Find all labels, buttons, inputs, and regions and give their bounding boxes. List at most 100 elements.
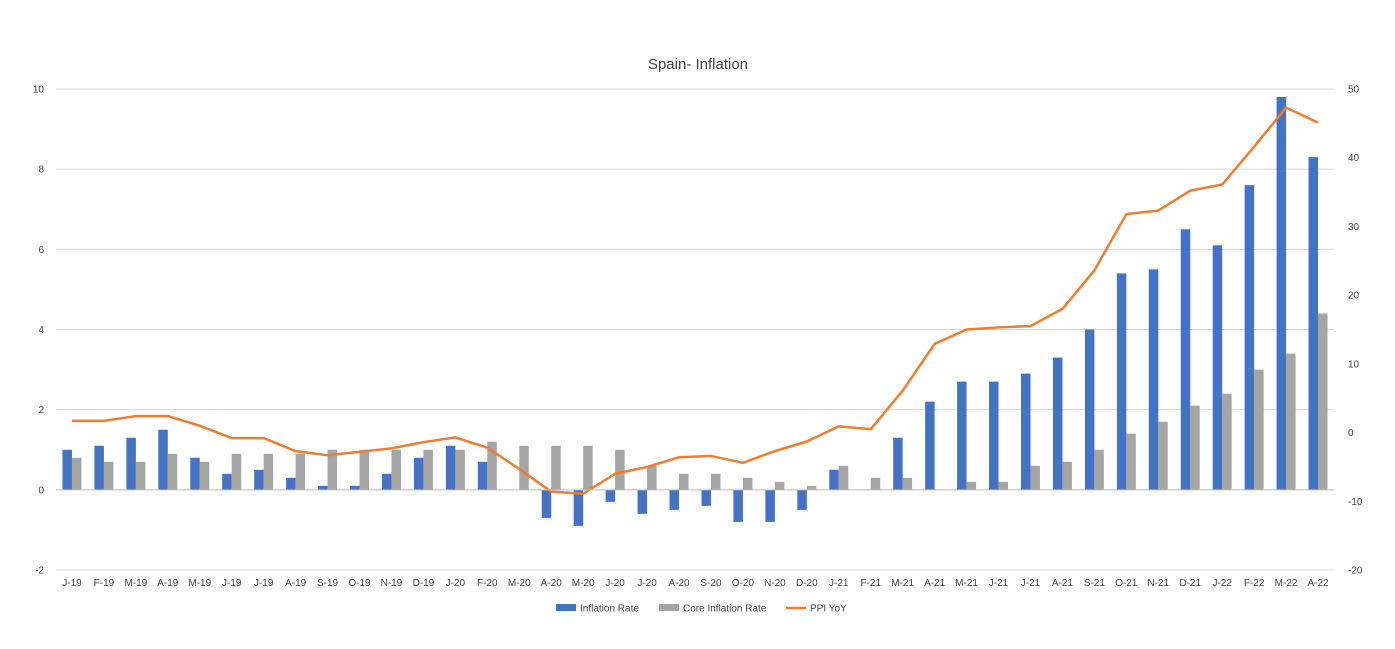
grid-lines: [56, 88, 1334, 571]
x-tick-label: M-20: [572, 578, 595, 589]
core-inflation-rate-bar: [966, 481, 977, 490]
inflation-rate-bar: [222, 473, 232, 490]
inflation-rate-bar: [989, 381, 999, 490]
inflation-rate-bar: [94, 445, 104, 490]
core-inflation-rate-bar: [359, 449, 370, 490]
inflation-rate-bar: [765, 489, 775, 522]
core-inflation-rate-bar: [647, 465, 657, 490]
core-inflation-rate-bar: [199, 461, 210, 490]
core-inflation-rate-bar: [455, 449, 465, 490]
x-tick-label: D-21: [1179, 578, 1201, 589]
x-tick-label: M-21: [891, 578, 914, 589]
legend-core-inflation-rate: Core Inflation Rate: [659, 604, 767, 615]
y-right-tick-label: 20: [1348, 291, 1360, 302]
core-inflation-rate-bar: [1318, 313, 1328, 490]
x-tick-label: M-19: [188, 578, 211, 589]
x-tick-label: F-21: [860, 578, 881, 589]
inflation-rate-bar: [62, 449, 72, 490]
core-inflation-rate-bar: [838, 465, 849, 490]
core-inflation-rate-bar: [167, 453, 178, 490]
core-inflation-rate-bar: [902, 477, 913, 490]
legend-inflation-rate: Inflation Rate: [556, 604, 639, 615]
legend-core-inflation-rate-label: Core Inflation Rate: [683, 604, 767, 615]
core-inflation-rate-bar: [998, 481, 1009, 490]
inflation-rate-bar: [350, 485, 360, 490]
x-tick-label: D-19: [413, 578, 435, 589]
inflation-rate-bar: [381, 473, 392, 490]
x-tick-label: N-20: [764, 578, 786, 589]
y-right-tick-label: 50: [1348, 85, 1360, 96]
x-tick-label: J-19: [62, 578, 82, 589]
core-inflation-rate-bar: [742, 477, 753, 490]
x-tick-label: J-19: [222, 578, 242, 589]
inflation-rate-bar: [573, 489, 584, 526]
core-inflation-rate-bar: [1126, 433, 1136, 490]
inflation-rate-bar: [1212, 245, 1223, 490]
core-inflation-rate-bar: [423, 449, 433, 490]
inflation-rate-bar: [797, 489, 807, 510]
legend-inflation-rate-swatch: [556, 604, 576, 611]
core-inflation-rate-bar: [391, 449, 401, 490]
core-inflation-rate-bar: [583, 445, 593, 490]
inflation-rate-bar: [413, 457, 424, 490]
y-left-tick-label: -2: [35, 566, 44, 577]
x-tick-label: D-20: [796, 578, 818, 589]
y-left-tick-label: 10: [33, 85, 45, 96]
inflation-rate-bar: [701, 489, 711, 506]
core-inflation-rate-bar: [679, 473, 689, 490]
y-right-tick-label: -20: [1348, 566, 1363, 577]
inflation-rate-bar: [669, 489, 680, 510]
inflation-rate-bar: [1244, 185, 1255, 490]
x-tick-label: N-21: [1147, 578, 1169, 589]
y-right-tick-label: -10: [1348, 497, 1363, 508]
x-tick-label: O-20: [732, 578, 755, 589]
y-right-tick-label: 40: [1348, 153, 1360, 164]
inflation-rate-bar: [637, 489, 648, 514]
inflation-rate-bar: [1276, 97, 1287, 490]
y-right-tick-label: 30: [1348, 222, 1360, 233]
core-inflation-rate-bar: [135, 461, 146, 490]
x-tick-label: O-19: [348, 578, 371, 589]
core-inflation-rate-bar: [806, 485, 817, 490]
core-inflation-rate-bar: [1286, 353, 1296, 490]
x-tick-label: A-22: [1307, 578, 1329, 589]
inflation-rate-bar: [1148, 269, 1159, 490]
y-left-tick-label: 4: [38, 325, 44, 336]
x-tick-label: A-19: [157, 578, 179, 589]
ppi-yoy-line: [71, 106, 1319, 495]
core-inflation-rate-bar: [1158, 421, 1168, 490]
inflation-rate-bar: [1020, 373, 1031, 490]
x-tick-label: N-19: [381, 578, 403, 589]
y-right-tick-label: 0: [1348, 428, 1354, 439]
legend-inflation-rate-label: Inflation Rate: [580, 604, 639, 615]
legend-ppi-yoy: PPI YoY: [786, 604, 847, 615]
inflation-rate-bar: [1116, 273, 1127, 490]
inflation-rate-bar: [254, 469, 264, 490]
chart-title: Spain- Inflation: [648, 56, 748, 73]
x-tick-label: F-22: [1244, 578, 1265, 589]
core-inflation-rate-bar: [1190, 405, 1200, 490]
inflation-rate-bar: [1084, 329, 1095, 490]
x-tick-label: S-19: [317, 578, 339, 589]
core-inflation-rate-bar: [615, 449, 625, 490]
inflation-rate-bar: [318, 485, 328, 490]
inflation-rate-bar: [957, 381, 967, 490]
x-tick-label: A-20: [541, 578, 563, 589]
core-inflation-rate-bar: [231, 453, 242, 490]
inflation-rate-bar: [1180, 229, 1191, 490]
core-inflation-rate-bar: [1094, 449, 1104, 490]
x-tick-label: J-22: [1212, 578, 1232, 589]
inflation-rate-bar: [605, 489, 616, 502]
inflation-rate-bar: [158, 429, 168, 490]
y-left-tick-label: 8: [38, 165, 44, 176]
inflation-rate-bar: [286, 477, 296, 490]
y-left-tick-label: 2: [38, 405, 44, 416]
x-tick-label: M-21: [955, 578, 978, 589]
inflation-rate-bar: [925, 401, 935, 490]
inflation-rate-bar: [893, 437, 903, 490]
core-inflation-rate-bar: [103, 461, 114, 490]
core-inflation-rate-bar: [870, 477, 881, 490]
x-tick-label: J-21: [1021, 578, 1041, 589]
inflation-rate-bar: [445, 445, 456, 490]
